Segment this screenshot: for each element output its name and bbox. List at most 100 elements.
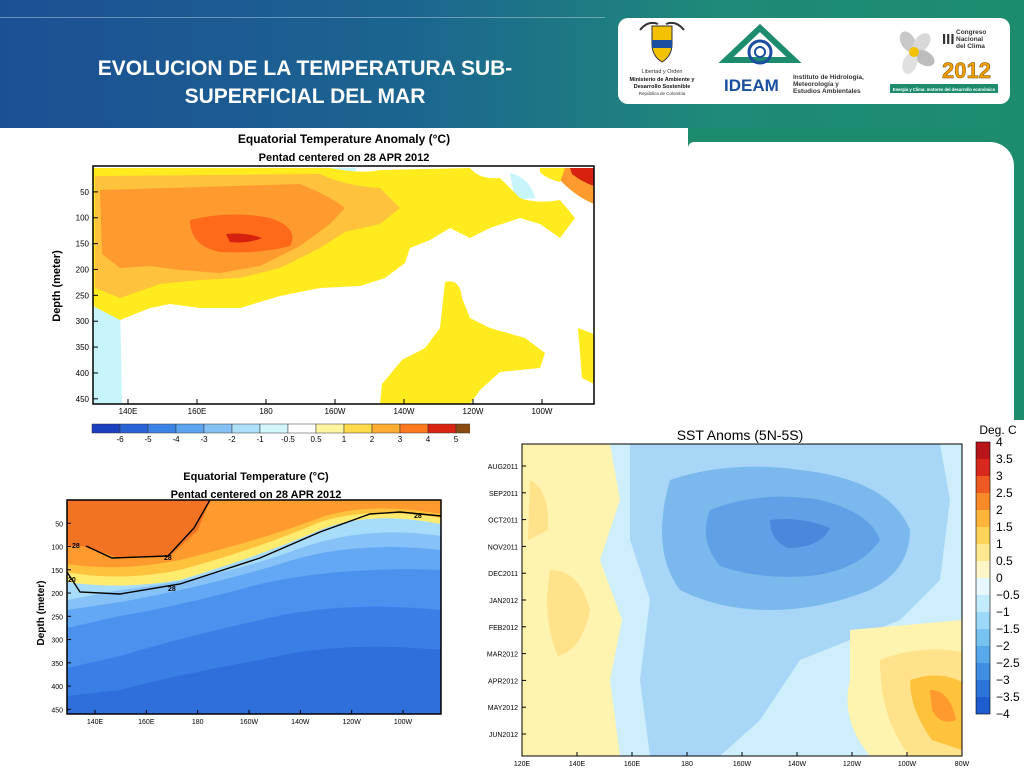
anomaly-x-tick-label: 160W xyxy=(325,407,346,416)
temperature-x-tick-label: 160E xyxy=(138,719,155,726)
sst-field xyxy=(522,443,962,756)
sst-y-tick-label: SEP2011 xyxy=(489,491,518,498)
anomaly-colorbar-swatch xyxy=(231,423,261,434)
sst-y-tick-label: MAY2012 xyxy=(488,705,518,712)
anomaly-colorbar-swatch xyxy=(287,423,317,434)
anomaly-y-tick-label: 100 xyxy=(76,214,90,223)
sst-y-axis: AUG2011 SEP2011 OCT2011 NOV2011 DEC2011 JAN20… xyxy=(487,464,526,739)
sst-x-axis: 120E 140E 160E 180 160W 140W 120W 100W 80W xyxy=(514,752,970,768)
right-white-panel xyxy=(688,142,1014,428)
sst-colorbar-swatch xyxy=(976,527,990,544)
temperature-x-tick-label: 180 xyxy=(192,719,204,726)
anomaly-colorbar-label: 1 xyxy=(342,435,347,444)
sst-colorbar-label: −4 xyxy=(996,707,1010,721)
sst-y-tick-label: FEB2012 xyxy=(489,625,518,632)
sst-colorbar-swatch xyxy=(976,612,990,629)
anomaly-colorbar-swatch xyxy=(147,423,177,434)
anomaly-field xyxy=(93,166,594,404)
header-divider xyxy=(0,17,605,18)
anomaly-colorbar: -6 -5 -4 -3 -2 -1 -0.5 0.5 1 2 3 4 5 xyxy=(91,423,485,444)
sst-y-tick-label: MAR2012 xyxy=(487,652,518,659)
anomaly-x-tick-label: 120W xyxy=(463,407,484,416)
chart-anomaly: Equatorial Temperature Anomaly (°C) Pent… xyxy=(0,128,688,448)
anomaly-subtitle: Pentad centered on 28 APR 2012 xyxy=(259,152,430,164)
congreso-line-2: Nacional xyxy=(956,36,983,43)
sst-colorbar-frame xyxy=(975,441,991,715)
anomaly-colorbar-label: -2 xyxy=(228,435,236,444)
sst-colorbar-label: −1.5 xyxy=(996,622,1020,636)
colombia-shield-icon xyxy=(639,21,685,63)
sst-y-tick-label: NOV2011 xyxy=(488,544,518,551)
anomaly-colorbar-swatch xyxy=(343,423,373,434)
temperature-x-tick-label: 140E xyxy=(87,719,104,726)
anomaly-x-tick-label: 140W xyxy=(394,407,415,416)
anomaly-colorbar-label: 2 xyxy=(370,435,375,444)
sst-x-tick-label: 140E xyxy=(569,761,586,768)
temperature-x-axis: 140E 160E 180 160W 140W 120W 100W xyxy=(87,710,413,726)
sst-x-tick-label: 180 xyxy=(681,761,693,768)
temperature-y-tick-label: 300 xyxy=(51,638,63,645)
sst-colorbar-label: 3 xyxy=(996,469,1003,483)
anomaly-colorbar-label: -6 xyxy=(116,435,124,444)
temperature-y-tick-label: 450 xyxy=(51,707,63,714)
temperature-x-tick-label: 120W xyxy=(343,719,362,726)
sst-colorbar-label: 1 xyxy=(996,537,1003,551)
congreso-tagline: Energía y Clima: motores del desarrollo … xyxy=(893,87,996,92)
anomaly-colorbar-label: 0.5 xyxy=(310,435,322,444)
sst-colorbar-label: 2 xyxy=(996,503,1003,517)
sst-y-tick-label: OCT2011 xyxy=(488,518,518,525)
sst-colorbar-swatch xyxy=(976,646,990,663)
sst-colorbar-swatch xyxy=(976,629,990,646)
anomaly-x-tick-label: 100W xyxy=(532,407,553,416)
sst-colorbar-swatch xyxy=(976,493,990,510)
ministry-line-2: Ministerio de Ambiente y xyxy=(630,77,696,83)
sst-colorbar-swatch xyxy=(976,510,990,527)
anomaly-y-tick-label: 450 xyxy=(76,395,90,404)
sst-x-tick-label: 100W xyxy=(898,761,917,768)
ideam-name: IDEAM xyxy=(724,76,779,95)
sst-colorbar-swatch xyxy=(976,595,990,612)
anomaly-colorbar-swatch xyxy=(315,423,345,434)
sst-x-tick-label: 120W xyxy=(843,761,862,768)
anomaly-y-tick-label: 50 xyxy=(80,188,89,197)
anomaly-colorbar-swatch xyxy=(259,423,289,434)
congreso-numeral: III xyxy=(942,31,955,48)
sst-colorbar-label: −0.5 xyxy=(996,588,1020,602)
anomaly-colorbar-label: 5 xyxy=(454,435,459,444)
sst-y-tick-label: AUG2011 xyxy=(488,464,518,471)
anomaly-colorbar-label: -5 xyxy=(144,435,152,444)
sst-y-tick-label: JAN2012 xyxy=(489,598,518,605)
slide-title: EVOLUCION DE LA TEMPERATURA SUB- SUPERFI… xyxy=(80,55,530,111)
title-line-2: SUPERFICIAL DEL MAR xyxy=(184,85,426,108)
anomaly-frame xyxy=(92,165,595,405)
ministry-line-3: Desarrollo Sostenible xyxy=(634,84,691,90)
anomaly-colorbar-label: -3 xyxy=(200,435,208,444)
anomaly-x-tick-label: 140E xyxy=(119,407,138,416)
anomaly-colorbar-swatch xyxy=(175,423,205,434)
anomaly-y-tick-label: 300 xyxy=(76,317,90,326)
isotherm-label-5: 28 xyxy=(414,513,422,520)
ideam-line-3: Estudios Ambientales xyxy=(793,88,861,95)
temperature-y-tick-label: 250 xyxy=(51,614,63,621)
sst-colorbar-label: 0 xyxy=(996,571,1003,585)
chart-temperature: Equatorial Temperature (°C) Pentad cente… xyxy=(36,471,442,726)
logos-svg: Libertad y Orden Ministerio de Ambiente … xyxy=(630,21,998,96)
anomaly-colorbar-swatch xyxy=(91,423,121,434)
temperature-y-tick-label: 200 xyxy=(51,591,63,598)
sst-colorbar-swatch xyxy=(976,459,990,476)
anomaly-colorbar-label: -4 xyxy=(172,435,180,444)
temperature-y-tick-label: 100 xyxy=(51,545,63,552)
temperature-field xyxy=(67,500,441,714)
temperature-y-tick-label: 400 xyxy=(51,684,63,691)
anomaly-y-tick-label: 150 xyxy=(76,240,90,249)
temperature-y-tick-label: 350 xyxy=(51,661,63,668)
logo-bar: Libertad y Orden Ministerio de Ambiente … xyxy=(618,18,1010,104)
anomaly-colorbar-swatch xyxy=(371,423,401,434)
anomaly-colorbar-label: 4 xyxy=(426,435,431,444)
sst-colorbar-swatch xyxy=(976,697,990,714)
sst-colorbar-label: 3.5 xyxy=(996,452,1013,466)
ministry-line-4: República de Colombia xyxy=(639,91,686,96)
congreso-line-1: Congreso xyxy=(956,29,986,36)
sst-colorbar-label: −2.5 xyxy=(996,656,1020,670)
sst-colorbar-label: 2.5 xyxy=(996,486,1013,500)
